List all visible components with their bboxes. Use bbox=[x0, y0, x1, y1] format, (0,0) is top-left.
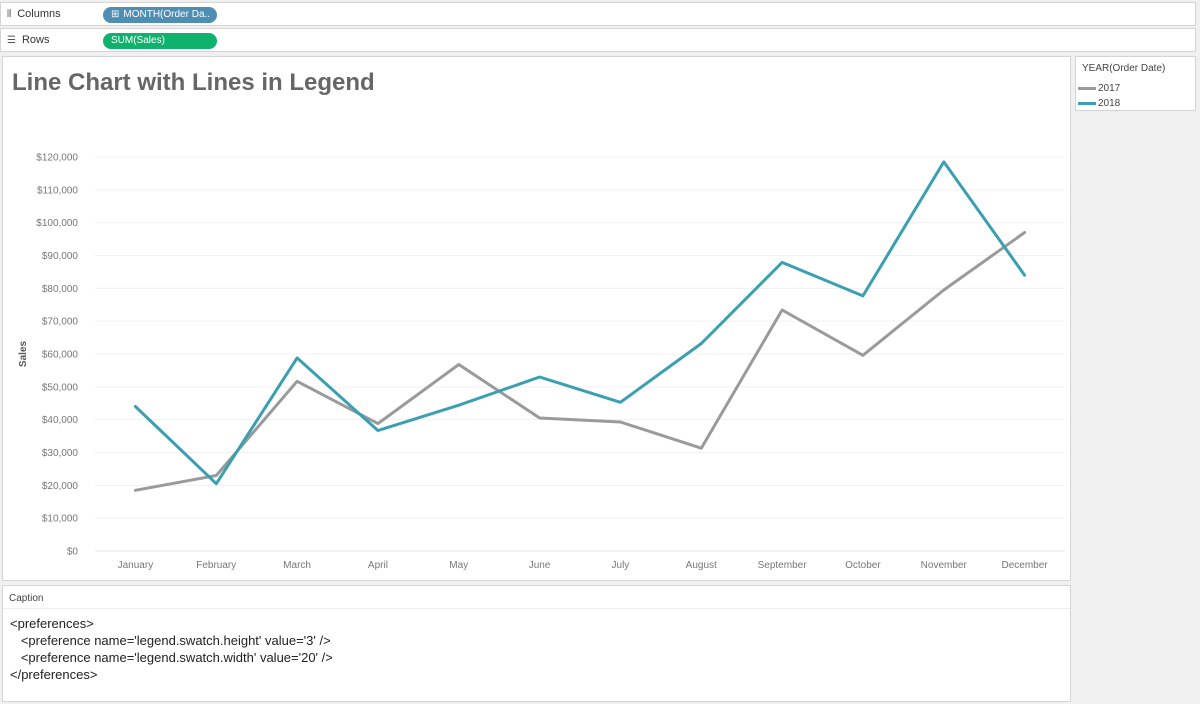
x-tick-label: August bbox=[686, 560, 717, 571]
caption-divider bbox=[3, 608, 1070, 609]
legend-swatch-2017 bbox=[1078, 86, 1096, 90]
y-tick-label: $70,000 bbox=[42, 317, 79, 328]
series-line-2017 bbox=[133, 231, 1027, 492]
legend-label-2017: 2017 bbox=[1098, 82, 1121, 94]
y-tick-label: $0 bbox=[67, 547, 79, 558]
columns-label: Columns bbox=[17, 8, 61, 20]
x-tick-label: December bbox=[1002, 560, 1049, 571]
legend-item-2017[interactable]: 2017 bbox=[1078, 81, 1120, 95]
columns-shelf: ⫴ Columns ⊞ MONTH(Order Da.. bbox=[0, 2, 1196, 26]
rows-icon: ☰ bbox=[7, 34, 16, 46]
sum-sales-pill[interactable]: SUM(Sales) bbox=[103, 33, 217, 49]
y-tick-label: $20,000 bbox=[42, 481, 79, 492]
expand-plus-icon[interactable]: ⊞ bbox=[111, 9, 120, 20]
line-chart: $0 $10,000 $20,000 $30,000 $40,000 $50,000 $60… bbox=[18, 153, 1065, 571]
x-tick-label: October bbox=[845, 560, 881, 571]
legend-swatch-2018 bbox=[1078, 101, 1096, 105]
x-tick-label: July bbox=[612, 560, 630, 571]
y-tick-label: $110,000 bbox=[37, 185, 78, 196]
y-tick-label: $100,000 bbox=[36, 218, 78, 229]
legend-title: YEAR(Order Date) bbox=[1082, 63, 1166, 74]
chart-title: Line Chart with Lines in Legend bbox=[12, 69, 375, 96]
x-tick-label: March bbox=[283, 560, 311, 571]
y-tick-label: $50,000 bbox=[42, 382, 79, 393]
caption-line: <preference name='legend.swatch.width' v… bbox=[10, 650, 333, 665]
caption-line: <preference name='legend.swatch.height' … bbox=[10, 633, 331, 648]
x-tick-label: June bbox=[529, 560, 551, 571]
month-order-date-pill-label: MONTH(Order Da.. bbox=[123, 9, 211, 20]
rows-label: Rows bbox=[21, 34, 50, 46]
caption-panel: Caption <preferences> <preference name='… bbox=[2, 585, 1071, 702]
x-tick-label: May bbox=[449, 560, 468, 571]
legend-panel: YEAR(Order Date) 2017 2018 bbox=[1075, 56, 1196, 111]
y-tick-label: $80,000 bbox=[42, 284, 79, 295]
y-tick-label: $120,000 bbox=[36, 153, 78, 164]
legend-item-2018[interactable]: 2018 bbox=[1078, 96, 1120, 110]
chart-panel: Line Chart with Lines in Legend $0 $10,00… bbox=[2, 56, 1071, 581]
y-tick-label: $10,000 bbox=[42, 514, 79, 525]
y-tick-label: $60,000 bbox=[42, 350, 79, 361]
y-tick-label: $40,000 bbox=[42, 415, 79, 426]
y-axis-label: Sales bbox=[18, 340, 29, 367]
rows-shelf-label: ☰ Rows bbox=[7, 34, 49, 46]
y-tick-label: $90,000 bbox=[42, 251, 79, 262]
columns-icon: ⫴ bbox=[7, 8, 12, 20]
rows-shelf: ☰ Rows SUM(Sales) bbox=[0, 28, 1196, 52]
x-tick-label: April bbox=[368, 560, 388, 571]
x-tick-label: September bbox=[758, 560, 808, 571]
month-order-date-pill[interactable]: ⊞ MONTH(Order Da.. bbox=[103, 7, 217, 23]
caption-line: </preferences> bbox=[10, 667, 98, 682]
series-line-2018 bbox=[133, 160, 1027, 486]
caption-line: <preferences> bbox=[10, 616, 94, 631]
legend-label-2018: 2018 bbox=[1098, 97, 1121, 109]
x-tick-label: November bbox=[921, 560, 968, 571]
columns-shelf-label: ⫴ Columns bbox=[7, 8, 61, 20]
sum-sales-pill-label: SUM(Sales) bbox=[111, 35, 165, 46]
caption-title: Caption bbox=[9, 593, 44, 604]
x-tick-label: February bbox=[196, 560, 236, 571]
y-tick-label: $30,000 bbox=[42, 448, 79, 459]
x-tick-label: January bbox=[118, 560, 154, 571]
